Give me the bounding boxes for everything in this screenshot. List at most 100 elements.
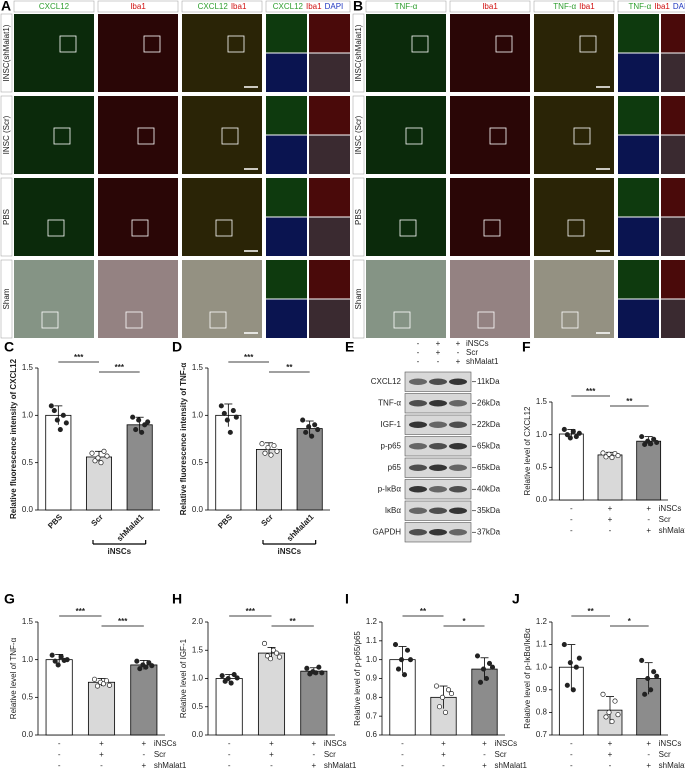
zoom-micrograph (309, 135, 350, 174)
data-point (445, 687, 452, 693)
data-point (319, 670, 325, 676)
data-point (567, 435, 573, 441)
data-point (615, 712, 621, 718)
data-point (606, 709, 612, 715)
data-point (564, 682, 570, 688)
column-header: TNF-αIba1DAPI (628, 2, 685, 11)
panel-label: B (353, 0, 363, 14)
condition-sign: + (482, 761, 487, 770)
blot-band (409, 400, 427, 407)
y-tick-label: 1.1 (366, 636, 378, 645)
protein-name: IκBα (385, 506, 402, 515)
row-label-box (0, 177, 13, 257)
y-axis-label: Relative fluorescence intensity of CXCL1… (9, 358, 18, 519)
group-label: iNSCs (108, 547, 132, 556)
condition-sign: - (228, 761, 231, 770)
panel-label: D (172, 339, 182, 355)
blot-band (429, 486, 447, 493)
condition-name: iNSCs (154, 739, 177, 748)
row-label: INSC(shMalat1) (2, 24, 11, 81)
y-tick-label: 1.0 (536, 430, 548, 439)
blot-band (449, 486, 467, 493)
zoom-micrograph (309, 53, 350, 92)
condition-name: Scr (659, 750, 671, 759)
data-point (94, 683, 101, 689)
micrograph (534, 260, 614, 338)
data-point (130, 414, 136, 420)
column-header-box (97, 0, 179, 13)
channel-name: Iba1 (482, 2, 498, 11)
zoom-micrograph (661, 135, 685, 174)
condition-sign: - (142, 750, 145, 759)
data-point (561, 426, 567, 432)
column-header: TNF-α Iba1 (553, 2, 595, 11)
micrograph (450, 178, 530, 256)
zoom-box (215, 219, 233, 237)
y-tick-label: 0.7 (536, 730, 548, 739)
condition-name: iNSCs (659, 504, 682, 513)
row-label-box (352, 95, 365, 175)
bar (257, 652, 286, 736)
data-point (474, 653, 481, 659)
condition-sign: - (647, 750, 650, 759)
data-point (106, 682, 113, 688)
condition-sign: + (441, 739, 446, 748)
channel-name: CXCL12 (198, 2, 229, 11)
zoom-micrograph (661, 96, 685, 135)
data-point (261, 640, 268, 647)
bar (300, 670, 328, 736)
data-point (615, 453, 621, 459)
condition-name: iNSCs (324, 739, 347, 748)
data-point (225, 675, 231, 682)
zoom-micrograph (618, 14, 659, 53)
condition-sign: + (311, 739, 316, 748)
blot-band (429, 421, 447, 428)
data-point (600, 691, 606, 697)
blot-band (409, 464, 427, 471)
micrograph (14, 178, 94, 256)
data-point (576, 655, 582, 661)
condition-name: Scr (324, 750, 336, 759)
data-point (570, 687, 576, 693)
condition-sign: + (269, 739, 274, 748)
bar (45, 659, 73, 736)
zoom-micrograph (309, 299, 350, 338)
significance-label: ** (286, 363, 293, 372)
data-point (133, 426, 139, 433)
condition-sign: - (417, 348, 420, 357)
zoom-micrograph (618, 299, 659, 338)
condition-sign: + (608, 739, 613, 748)
micrograph (534, 178, 614, 256)
protein-size: 22kDa (477, 420, 501, 429)
data-point (395, 666, 402, 672)
zoom-box (477, 311, 495, 329)
micrograph (182, 14, 262, 92)
blot-band (429, 507, 447, 514)
protein-size: 26kDa (477, 398, 501, 407)
y-axis-label: Relative fluorescence intensity of TNF-α (179, 363, 188, 516)
condition-sign: - (570, 504, 573, 513)
condition-sign: - (570, 761, 573, 770)
data-point (92, 458, 98, 464)
data-point (316, 664, 322, 670)
condition-sign: + (99, 739, 104, 748)
data-point (267, 656, 274, 662)
data-point (55, 662, 61, 668)
y-tick-label: 0.9 (366, 674, 378, 683)
data-point (222, 678, 228, 684)
row-label: INSC(shMalat1) (354, 24, 363, 81)
condition-sign: - (437, 357, 440, 366)
data-point (576, 430, 582, 436)
y-axis-label: Relative level of p-IκBα/IκBα (523, 628, 532, 729)
data-point (100, 681, 107, 687)
panel-label: I (345, 591, 349, 607)
condition-name: shMalat1 (495, 761, 528, 770)
blot-band (429, 529, 447, 536)
data-point (274, 448, 280, 454)
zoom-micrograph (661, 178, 685, 217)
protein-size: 65kDa (477, 463, 501, 472)
data-point (231, 671, 237, 678)
data-point (54, 417, 60, 423)
zoom-micrograph (661, 217, 685, 256)
y-tick-label: 0.8 (536, 708, 548, 717)
